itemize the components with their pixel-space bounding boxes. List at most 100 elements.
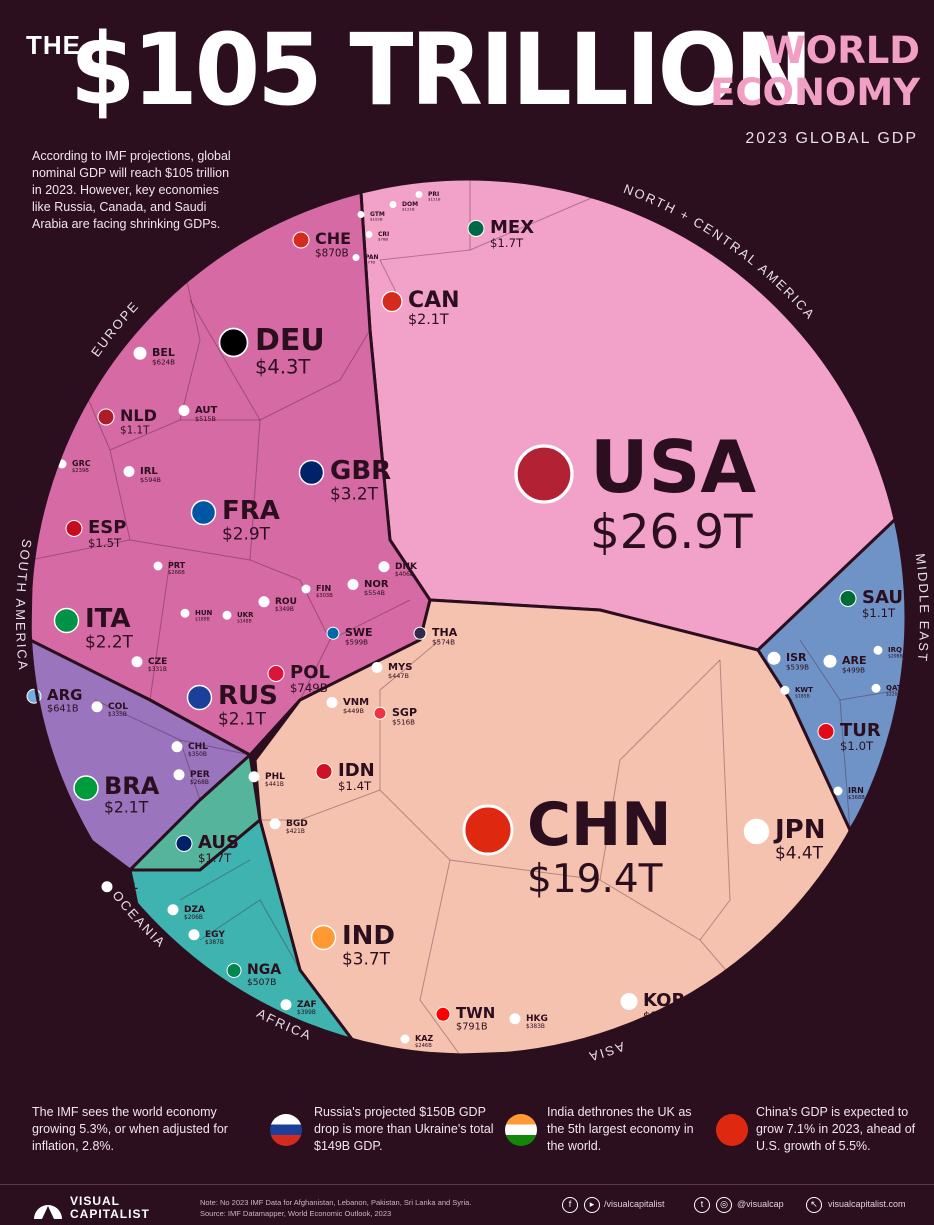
country-cell-pri: PRI$121B [415, 191, 441, 202]
chn-flag-icon [462, 804, 514, 856]
country-code-label: POL [290, 662, 330, 683]
country-gdp-label: $1.0T [840, 739, 874, 753]
country-code-label: AUS [198, 832, 239, 853]
nor-flag-icon [347, 579, 359, 590]
country-gdp-label: $1.1T [862, 606, 896, 620]
tur-flag-icon [817, 723, 835, 740]
country-cell-mex: MEX$1.7T [467, 217, 534, 250]
country-gdp-label: $447B [388, 672, 409, 680]
country-gdp-label: $252B [118, 892, 137, 898]
col-flag-icon [91, 701, 103, 713]
country-code-label: IRN [848, 786, 864, 795]
title-world: WORLD [764, 29, 920, 72]
country-cell-are: ARE$499B [823, 654, 867, 675]
country-gdp-label: $594B [140, 476, 161, 484]
nld-flag-icon [97, 408, 115, 426]
country-code-label: FRA [222, 496, 280, 526]
cell-border [179, 859, 251, 901]
country-cell-nga: NGA$507B [226, 962, 281, 988]
visual-capitalist-logo-icon [34, 1205, 62, 1219]
deu-flag-icon [218, 327, 249, 358]
country-cell-hkg: HKG$383B [509, 1013, 548, 1030]
cell-border [179, 739, 201, 801]
bel-flag-icon [133, 346, 147, 360]
sau-flag-icon [839, 590, 857, 607]
country-gdp-label: $26.9T [590, 506, 753, 560]
ukr-flag-icon [222, 610, 232, 620]
country-gdp-label: $406B [395, 572, 414, 578]
india-flag-icon [505, 1114, 537, 1146]
country-gdp-label: $515B [195, 415, 216, 423]
country-code-label: UKR [237, 611, 254, 619]
facebook-icon[interactable]: f [562, 1197, 578, 1213]
dza-flag-icon [167, 904, 179, 916]
country-code-label: ROU [275, 597, 297, 607]
instagram-icon[interactable]: ◎ [716, 1197, 732, 1213]
country-cell-chn: CHN$19.4T [462, 790, 671, 902]
youtube-icon[interactable]: ▸ [584, 1197, 600, 1213]
country-code-label: IND [342, 921, 395, 951]
dom-flag-icon [389, 201, 397, 208]
country-gdp-label: $246B [415, 1043, 432, 1049]
mys-flag-icon [371, 662, 383, 673]
callout-china: China's GDP is expected to grow 7.1% in … [716, 1104, 926, 1155]
country-code-label: ITA [85, 604, 131, 634]
country-gdp-label: $349B [275, 607, 294, 613]
country-cell-irn: IRN$368B [833, 786, 865, 801]
country-code-label: ISR [786, 651, 807, 664]
russia-flag-icon [270, 1114, 302, 1146]
country-cell-rou: ROU$349B [258, 596, 297, 613]
country-code-label: IRQ [888, 646, 902, 654]
cell-border [109, 449, 251, 561]
twn-flag-icon [435, 1006, 451, 1022]
country-cell-pan: PAN$77B [352, 254, 379, 265]
country-gdp-label: $3.7T [342, 948, 391, 968]
header: THE $105 TRILLION WORLD ECONOMY 2023 GLO… [0, 0, 934, 147]
esp-flag-icon [65, 520, 83, 537]
country-gdp-label: $870B [315, 247, 349, 259]
country-code-label: DEU [255, 323, 325, 358]
irn-flag-icon [833, 786, 843, 796]
country-cell-sgp: SGP$516B [373, 706, 417, 727]
social-handle-2[interactable]: @visualcap [737, 1199, 784, 1209]
country-cell-dom: DOM$121B [389, 201, 418, 212]
kaz-flag-icon [400, 1034, 410, 1044]
region-label-middle-east: MIDDLE EAST [913, 553, 932, 664]
callout-growth: The IMF sees the world economy growing 5… [32, 1104, 242, 1155]
pri-flag-icon [415, 191, 423, 198]
twitter-icon[interactable]: t [694, 1197, 710, 1213]
country-code-label: KAZ [415, 1034, 433, 1043]
subtitle: 2023 GLOBAL GDP [745, 130, 918, 147]
country-cell-can: CAN$2.1T [381, 288, 460, 328]
country-gdp-label: $350B [188, 752, 207, 758]
country-cell-col: COL$335B [91, 701, 128, 718]
cursor-icon[interactable]: ↖ [806, 1197, 822, 1213]
country-gdp-label: $206B [184, 915, 203, 921]
country-gdp-label: $121B [402, 207, 415, 212]
usa-flag-icon [514, 444, 574, 504]
prt-flag-icon [153, 561, 163, 571]
aus-flag-icon [175, 835, 193, 852]
country-cell-egy: EGY$387B [188, 929, 225, 946]
country-cell-gbr: GBR$3.2T [298, 456, 391, 503]
country-code-label: TWN [456, 1004, 495, 1022]
country-gdp-label: $303B [316, 593, 333, 599]
country-gdp-label: $387B [205, 940, 224, 946]
cell-border [79, 249, 201, 451]
country-code-label: PHL [265, 772, 285, 782]
kor-flag-icon [620, 993, 638, 1010]
website-link[interactable]: visualcapitalist.com [828, 1199, 906, 1209]
rou-flag-icon [258, 596, 270, 608]
country-cell-dnk: DNK$406B [378, 561, 418, 578]
country-cell-vnm: VNM$449B [326, 697, 369, 715]
callout-russia: Russia's projected $150B GDP drop is mor… [270, 1104, 500, 1155]
country-gdp-label: $539B [786, 663, 809, 672]
title-world-economy: WORLD ECONOMY [710, 30, 920, 114]
ind-flag-icon [310, 924, 337, 951]
country-gdp-label: $220B [886, 691, 901, 697]
mex-flag-icon [467, 220, 485, 237]
country-code-label: HUN [195, 609, 213, 617]
country-code-label: ARG [47, 686, 82, 704]
social-handle-1[interactable]: /visualcapitalist [604, 1199, 665, 1209]
country-code-label: NGA [247, 962, 281, 978]
